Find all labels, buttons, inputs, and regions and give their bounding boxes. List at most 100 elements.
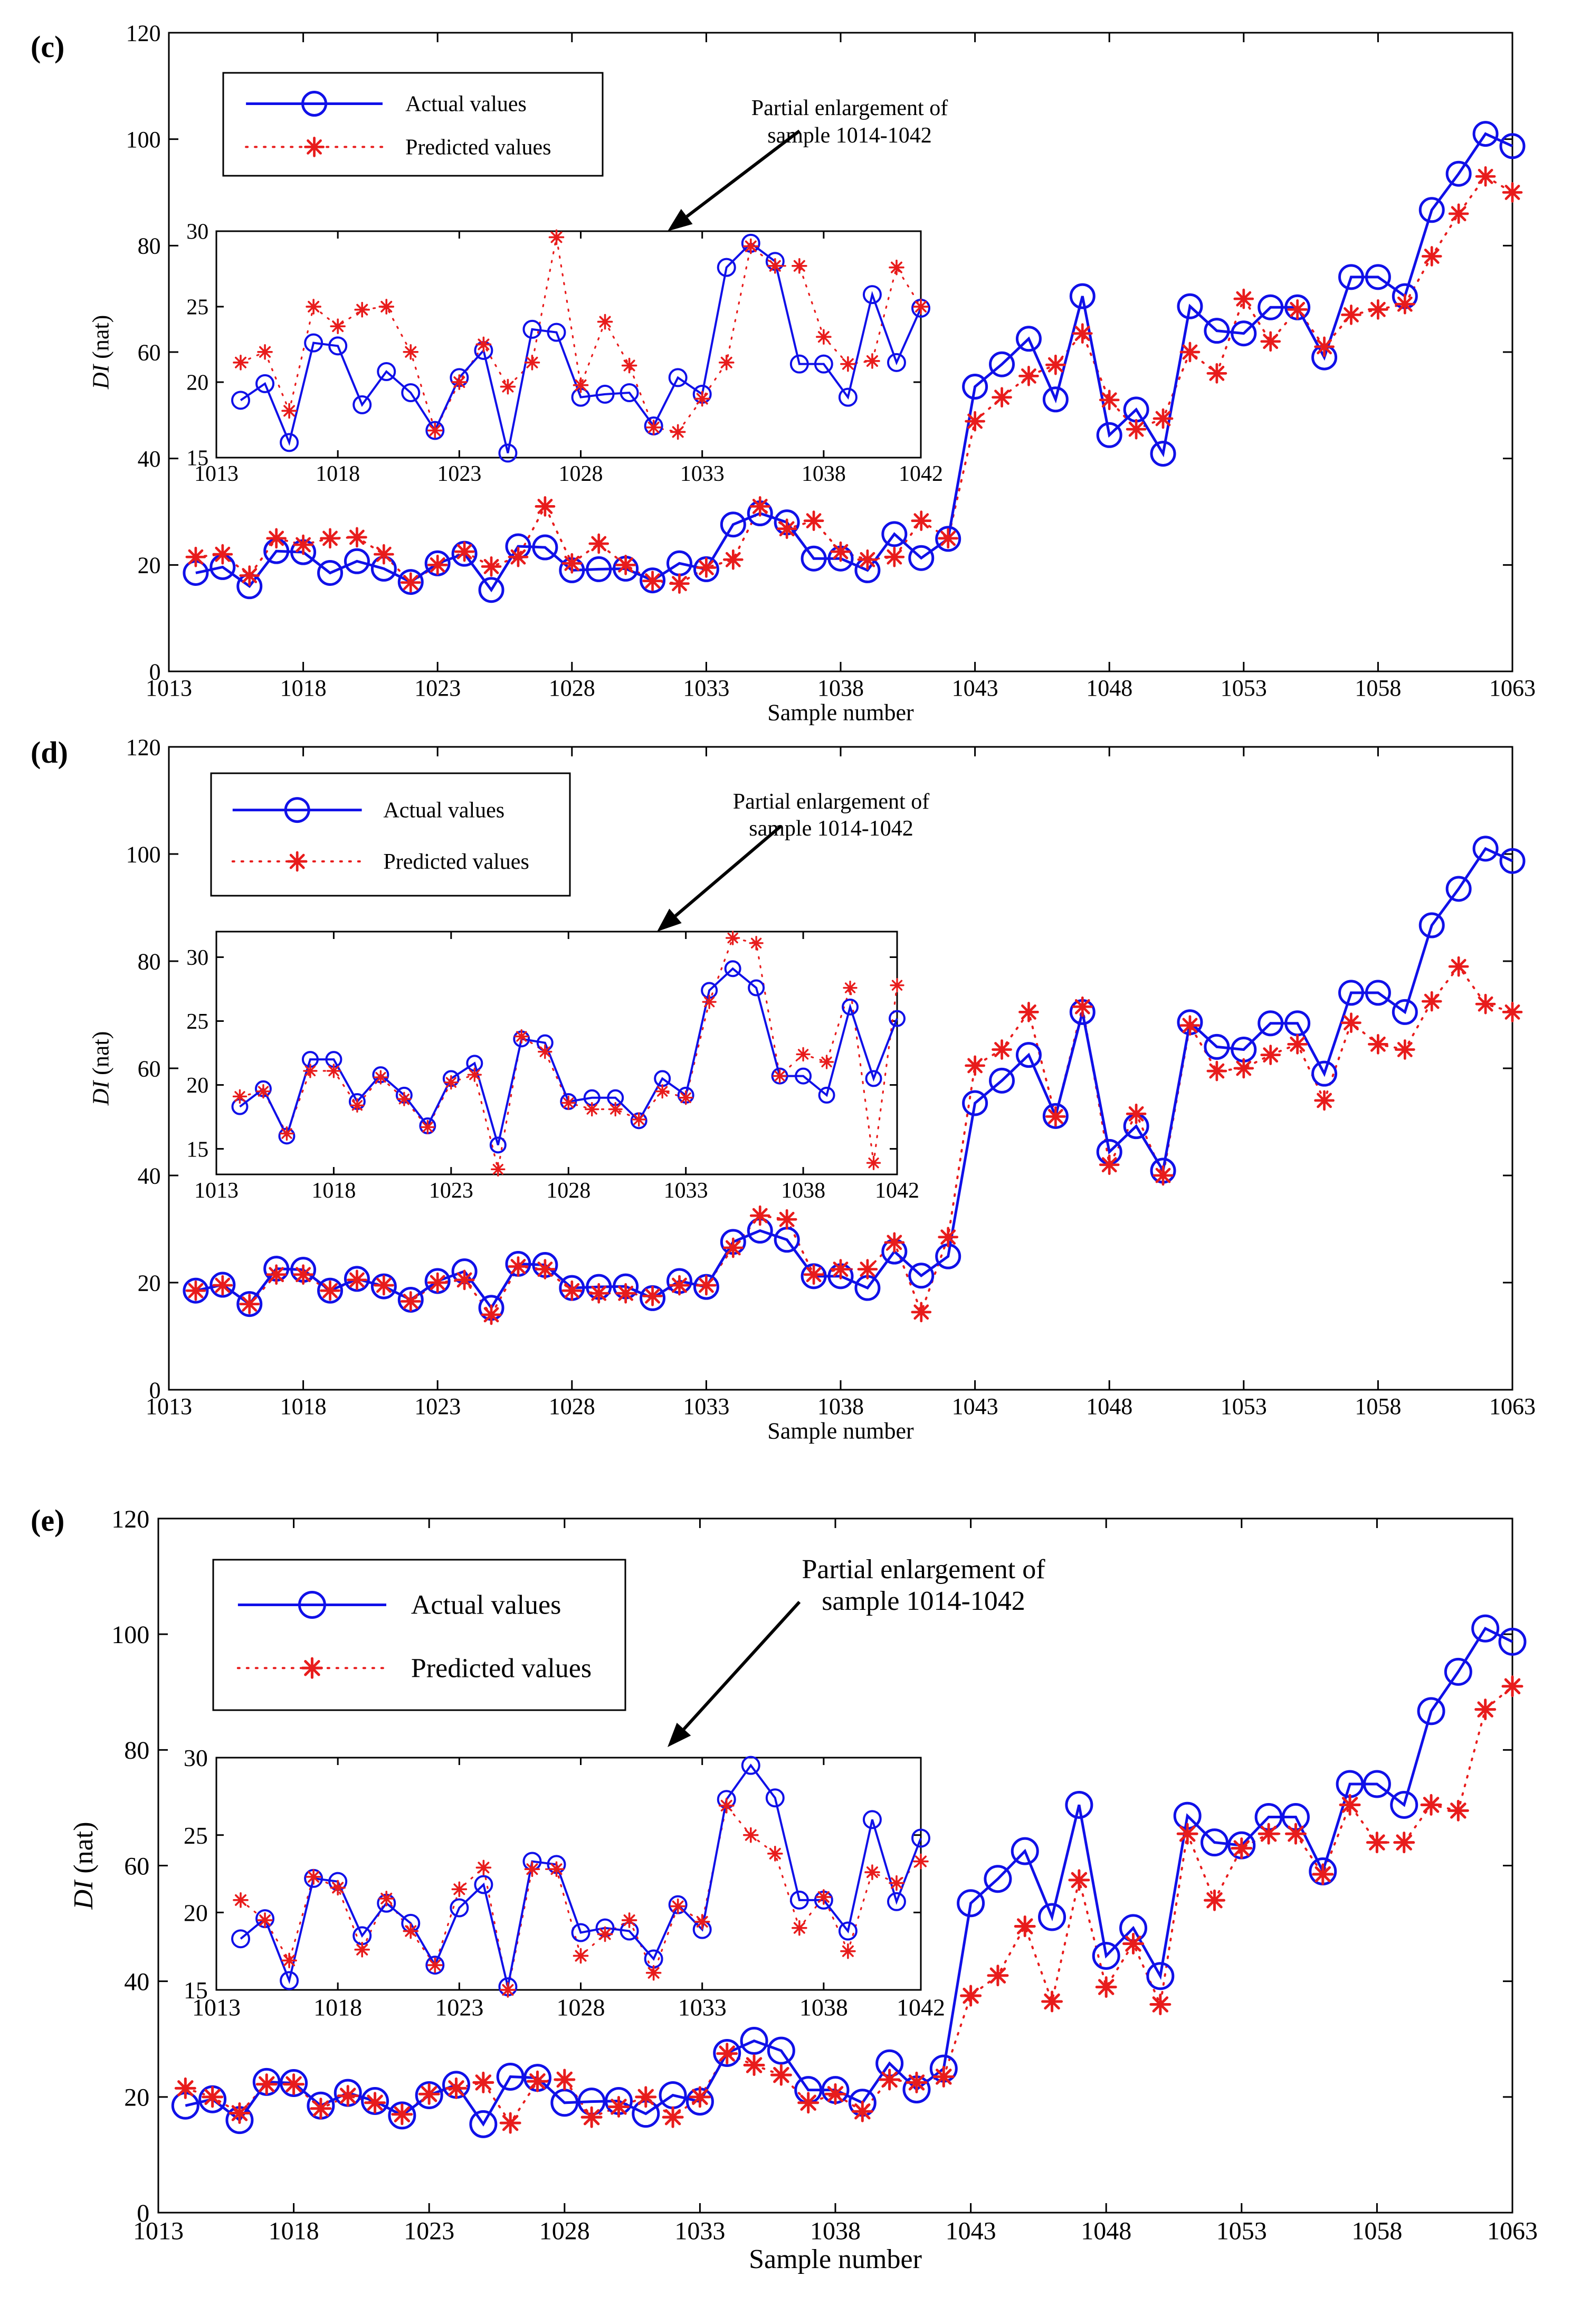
x-axis-title: Sample number — [767, 699, 914, 725]
inset-predicted-point — [467, 1067, 482, 1082]
actual-point — [957, 1889, 985, 1918]
inset-actual-point — [353, 395, 372, 414]
inset-actual-point — [865, 1070, 882, 1087]
predicted-point — [508, 1256, 529, 1277]
inset-x-tick-label: 1023 — [435, 1994, 483, 2021]
actual-point — [935, 526, 961, 552]
inset-predicted-point — [330, 318, 346, 334]
predicted-point — [310, 2098, 332, 2120]
predicted-point — [987, 1965, 1009, 1987]
predicted-point — [427, 554, 448, 575]
actual-point — [496, 2062, 525, 2091]
inset-predicted-point — [427, 1957, 443, 1973]
inset-predicted-point — [694, 391, 710, 407]
predicted-point — [722, 549, 744, 570]
y-tick-label: 100 — [126, 841, 161, 867]
predicted-point — [615, 1283, 636, 1304]
y-axis-title-italic: DI — [69, 1879, 99, 1910]
y-tick-label: 100 — [111, 1621, 149, 1649]
predicted-point — [1126, 1103, 1147, 1124]
x-tick-label: 1058 — [1355, 675, 1401, 701]
x-tick-label: 1048 — [1086, 1393, 1132, 1419]
predicted-point — [1231, 1837, 1253, 1860]
inset-predicted-point — [548, 1861, 565, 1877]
inset-predicted-point — [427, 422, 443, 439]
actual-point — [280, 2069, 308, 2098]
actual-point — [1015, 326, 1042, 352]
x-axis-title: Sample number — [767, 1418, 914, 1444]
y-tick-label: 60 — [138, 339, 161, 365]
predicted-point — [824, 2083, 846, 2105]
predicted-point — [293, 534, 313, 555]
inset-actual-point — [838, 1921, 858, 1941]
inset-predicted-point — [500, 378, 516, 395]
predicted-point — [535, 496, 556, 517]
actual-point — [1472, 836, 1499, 862]
predicted-point — [212, 1275, 233, 1296]
predicted-point — [1341, 305, 1361, 325]
actual-point — [1365, 264, 1391, 290]
predicted-point — [266, 1264, 287, 1285]
inset-actual-point — [620, 383, 639, 403]
x-tick-label: 1033 — [683, 675, 729, 701]
inset-x-tick-label: 1042 — [875, 1179, 919, 1203]
predicted-point — [1448, 203, 1469, 224]
predicted-point — [911, 1302, 932, 1323]
actual-point — [1069, 283, 1096, 309]
inset-predicted-point — [864, 353, 880, 369]
actual-point — [1258, 1010, 1284, 1037]
legend-actual-marker — [284, 797, 310, 823]
predicted-point — [239, 1294, 260, 1314]
x-axis-title: Sample number — [749, 2244, 922, 2274]
predicted-point — [1501, 1675, 1523, 1697]
predicted-point — [1068, 1869, 1090, 1891]
predicted-point — [481, 1304, 502, 1325]
inset-actual-point — [838, 387, 858, 407]
predicted-point — [938, 528, 959, 549]
inset-predicted-point — [303, 1064, 318, 1078]
inset-predicted-point — [378, 1891, 395, 1906]
actual-point — [881, 521, 908, 547]
legend-box — [212, 1559, 626, 1711]
inset-actual-point — [280, 433, 299, 452]
predicted-point — [696, 557, 717, 578]
legend-actual-marker — [301, 91, 328, 117]
predicted-point — [580, 2106, 603, 2128]
inset-y-tick-label: 15 — [186, 447, 208, 471]
annotation-line-2: sample 1014-1042 — [749, 817, 913, 841]
annotation-line-1: Partial enlargement of — [802, 1554, 1045, 1585]
legend-predicted-marker — [304, 137, 325, 157]
inset-predicted-point — [585, 1102, 599, 1117]
actual-point — [397, 569, 424, 595]
inset-actual-point — [818, 1086, 835, 1104]
x-tick-label: 1063 — [1487, 2217, 1538, 2245]
predicted-point — [722, 1237, 744, 1258]
actual-point — [713, 2039, 741, 2067]
actual-point — [478, 577, 504, 603]
predicted-point — [1179, 1015, 1201, 1036]
predicted-point — [1153, 1165, 1174, 1186]
actual-point — [984, 1865, 1012, 1893]
predicted-point — [373, 1275, 394, 1296]
inset-predicted-point — [792, 1920, 807, 1936]
inset-predicted-point — [373, 1070, 388, 1085]
predicted-point — [561, 1280, 583, 1301]
inset-x-tick-label: 1038 — [799, 1994, 848, 2021]
inset-predicted-point — [538, 1044, 553, 1059]
predicted-point — [1018, 1002, 1039, 1022]
legend-box — [222, 72, 604, 177]
inset-actual-point — [724, 960, 741, 978]
inset-predicted-point — [772, 1068, 787, 1084]
inset-predicted-point — [725, 931, 740, 945]
predicted-point — [337, 2085, 359, 2107]
actual-point — [1258, 294, 1284, 320]
legend: Actual values Predicted values — [210, 772, 571, 897]
inset-predicted-point — [451, 374, 468, 390]
actual-point — [1042, 1103, 1069, 1129]
actual-line — [185, 1626, 1513, 2127]
y-axis-title-unit: (nat) — [69, 1822, 99, 1880]
predicted-point — [1420, 1794, 1442, 1816]
inset-x-tick-label: 1038 — [781, 1179, 825, 1203]
predicted-point — [1260, 331, 1281, 352]
inset-actual-point — [765, 1788, 785, 1808]
